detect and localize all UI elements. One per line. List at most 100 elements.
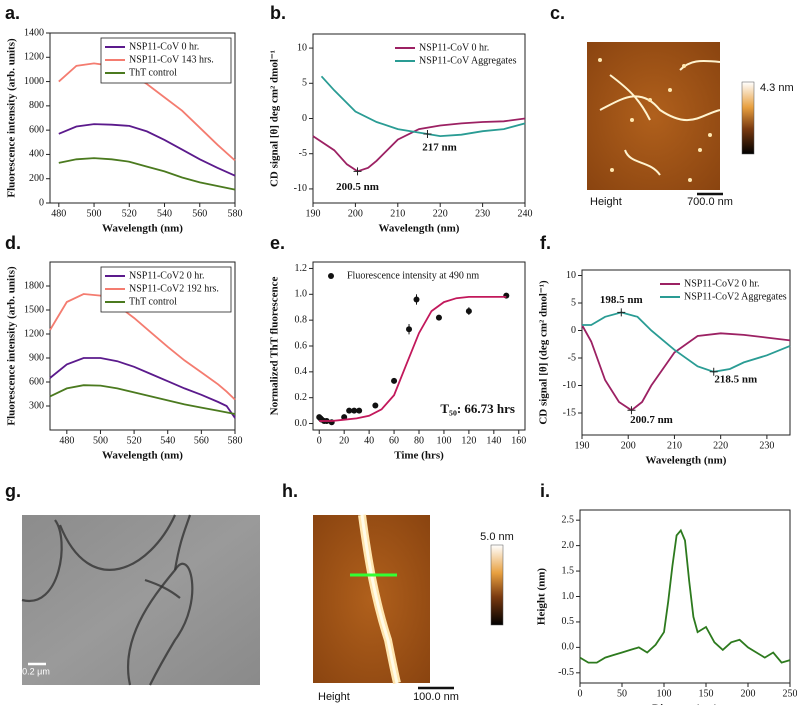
series-line — [582, 311, 791, 373]
x-tick-label: 500 — [93, 435, 108, 446]
y-tick-label: -5 — [568, 352, 576, 363]
y-axis-label: Normalized ThT fluorescence — [269, 277, 281, 416]
x-tick-label: 220 — [713, 440, 728, 451]
x-tick-label: 0 — [578, 688, 583, 699]
annotation: 198.5 nm — [600, 294, 643, 306]
tem-image — [22, 515, 260, 685]
legend-label: Fluorescence intensity at 490 nm — [347, 270, 479, 281]
legend-label: ThT control — [129, 296, 177, 307]
series-line — [320, 75, 526, 138]
fibril — [173, 514, 192, 571]
afm-image — [587, 42, 720, 190]
x-tick-label: 200 — [621, 440, 636, 451]
legend-label: NSP11-CoV Aggregates — [419, 55, 517, 66]
x-tick-label: 520 — [127, 435, 142, 446]
series-line — [312, 117, 526, 173]
scale-bar-label: 100.0 nm — [413, 691, 459, 703]
x-tick-label: 210 — [390, 208, 405, 219]
x-tick-label: 480 — [51, 208, 66, 219]
y-tick-label: 1000 — [24, 76, 44, 87]
y-tick-label: -5 — [299, 148, 307, 159]
annotation: 200.7 nm — [630, 414, 673, 426]
fibril — [679, 60, 721, 71]
legend-label: NSP11-CoV2 192 hrs. — [129, 283, 219, 294]
y-tick-label: -10 — [294, 183, 307, 194]
x-axis-label: Distance (nm) — [652, 703, 718, 705]
y-tick-label: 1.0 — [295, 289, 308, 300]
panel-label: c. — [550, 3, 565, 23]
legend-label: NSP11-CoV 143 hrs. — [129, 54, 214, 65]
panel-label: a. — [5, 3, 20, 23]
y-tick-label: 200 — [29, 173, 44, 184]
plot-frame — [579, 509, 791, 684]
colorbar — [741, 81, 755, 155]
x-tick-label: 480 — [59, 435, 74, 446]
data-point — [435, 314, 442, 321]
series-line — [581, 324, 791, 412]
y-tick-label: 0.8 — [295, 314, 308, 325]
colorbar — [490, 544, 504, 626]
y-axis-label: CD signal [θ] deg cm² dmol⁻¹ — [269, 50, 281, 187]
x-tick-label: 50 — [617, 688, 627, 699]
fibril — [127, 562, 194, 686]
data-point — [356, 407, 363, 414]
x-tick-label: 220 — [433, 208, 448, 219]
y-tick-label: 300 — [29, 400, 44, 411]
fibril — [624, 149, 661, 176]
x-tick-label: 0 — [317, 435, 322, 446]
colorbar-label: 4.3 nm — [760, 82, 794, 94]
x-tick-label: 140 — [486, 435, 501, 446]
afm-image — [313, 515, 430, 683]
series-line — [49, 384, 236, 415]
panel-label: e. — [270, 233, 285, 253]
micrograph — [587, 42, 721, 190]
fibril — [609, 74, 651, 121]
panel-label: g. — [5, 481, 21, 501]
y-tick-label: 0 — [302, 113, 307, 124]
y-tick-label: 0.0 — [295, 418, 308, 429]
particle — [610, 168, 614, 172]
legend-swatch — [328, 273, 334, 279]
legend-label: NSP11-CoV 0 hr. — [129, 41, 199, 52]
particle — [668, 88, 672, 92]
series-line — [579, 528, 791, 664]
data-point — [406, 326, 413, 333]
particle — [698, 148, 702, 152]
y-axis-label: CD signal [θ] (deg cm² dmol⁻¹) — [538, 280, 550, 425]
legend-label: NSP11-CoV2 0 hr. — [684, 278, 759, 289]
x-tick-label: 80 — [414, 435, 424, 446]
colorbar-label: 5.0 nm — [480, 531, 514, 543]
x-tick-label: 200 — [348, 208, 363, 219]
fibril — [599, 95, 721, 121]
y-tick-label: 0.0 — [562, 642, 575, 653]
y-tick-label: 600 — [29, 376, 44, 387]
plot-frame — [49, 261, 236, 431]
x-tick-label: 500 — [87, 208, 102, 219]
y-tick-label: 0.2 — [295, 392, 308, 403]
x-tick-label: 190 — [575, 440, 590, 451]
y-tick-label: 2.0 — [562, 540, 575, 551]
series-line — [319, 296, 507, 422]
y-tick-label: 5 — [571, 297, 576, 308]
image-caption: Height — [318, 691, 350, 703]
fibril — [21, 519, 63, 603]
x-tick-label: 520 — [122, 208, 137, 219]
annotation: T₅₀: 66.73 hrs — [440, 401, 515, 416]
x-tick-label: 40 — [364, 435, 374, 446]
panel-label: i. — [540, 481, 550, 501]
y-axis-label: Fluorescence intensity (arb. units) — [6, 266, 18, 426]
annotation-marker — [617, 308, 626, 317]
x-tick-label: 560 — [194, 435, 209, 446]
series-line — [49, 357, 236, 419]
x-tick-label: 210 — [667, 440, 682, 451]
y-axis-label: Fluorescence intensity (arb. units) — [6, 38, 18, 198]
y-tick-label: 0.4 — [295, 366, 308, 377]
legend-label: NSP11-CoV2 Aggregates — [684, 291, 787, 302]
fibril — [58, 514, 177, 571]
y-tick-label: 0.6 — [295, 340, 308, 351]
plot-frame — [49, 32, 236, 204]
series-line — [58, 62, 236, 162]
particle — [688, 178, 692, 182]
image-caption: Height — [590, 196, 622, 208]
y-tick-label: 2.5 — [562, 514, 575, 525]
